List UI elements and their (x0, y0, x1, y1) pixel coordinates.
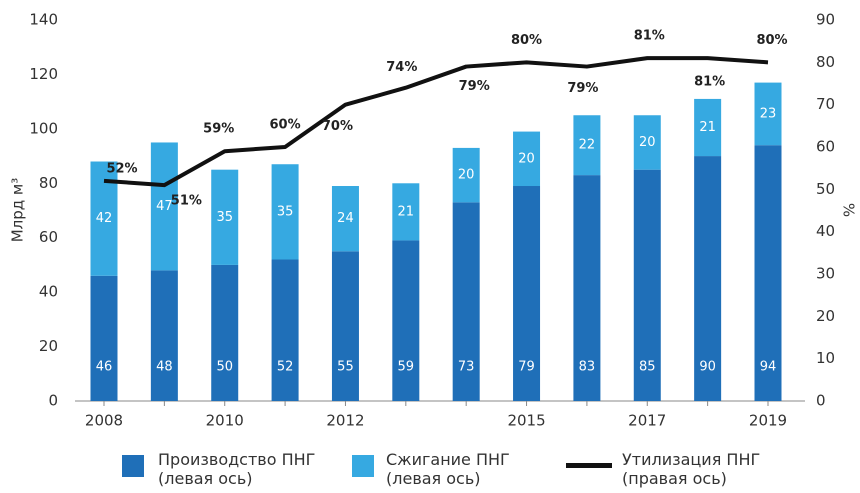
y2-axis-title: % (840, 203, 858, 217)
y-tick-label: 120 (29, 65, 58, 83)
x-tick-label: 2019 (749, 412, 787, 430)
line-label: 80% (756, 33, 787, 48)
data-label: 35 (277, 204, 294, 219)
bar-segment (694, 156, 722, 401)
legend-label: Сжигание ПНГ (левая ось) (386, 450, 510, 488)
data-label: 90 (699, 360, 716, 375)
bar-segment (694, 98, 722, 157)
data-label: 21 (699, 120, 716, 135)
legend-label: Производство ПНГ (левая ось) (158, 450, 316, 488)
data-label: 20 (458, 168, 475, 183)
data-label: 21 (398, 204, 415, 219)
bar-segment (452, 147, 480, 203)
data-label: 35 (216, 210, 233, 225)
data-label: 94 (760, 360, 777, 375)
data-label: 20 (518, 151, 535, 166)
y2-tick-label: 0 (816, 392, 826, 410)
data-label: 22 (579, 138, 596, 153)
line-label: 79% (567, 81, 598, 96)
line-label: 60% (270, 118, 301, 133)
y2-tick-label: 40 (816, 222, 835, 240)
data-label: 59 (398, 360, 415, 375)
data-label: 23 (760, 106, 777, 121)
bar-segment (513, 131, 541, 187)
line-label: 74% (386, 60, 417, 75)
line-label: 79% (459, 79, 490, 94)
x-tick-label: 2015 (507, 412, 545, 430)
x-tick-label: 2008 (85, 412, 123, 430)
y-tick-label: 0 (48, 392, 58, 410)
x-tick-label: 2017 (628, 412, 666, 430)
legend-label: Утилизация ПНГ (правая ось) (622, 450, 761, 488)
y-tick-label: 80 (39, 174, 58, 192)
bar-segment (90, 275, 118, 401)
y2-tick-label: 70 (816, 95, 835, 113)
y2-tick-label: 50 (816, 180, 835, 198)
bar-segment (331, 186, 359, 252)
data-label: 73 (458, 360, 475, 375)
y2-tick-label: 80 (816, 53, 835, 71)
bar-segment (573, 115, 601, 176)
data-label: 24 (337, 211, 354, 226)
data-label: 55 (337, 360, 354, 375)
y-axis-title: Млрд м³ (9, 178, 27, 243)
bar-segment (452, 202, 480, 401)
data-label: 50 (216, 360, 233, 375)
bar-segment (392, 240, 420, 401)
line-label: 52% (106, 161, 137, 176)
y2-tick-label: 90 (816, 11, 835, 29)
bar-segment (331, 251, 359, 401)
line-label: 81% (634, 29, 665, 44)
data-label: 52 (277, 360, 294, 375)
y2-tick-label: 10 (816, 349, 835, 367)
bar-segment (573, 175, 601, 401)
bar-segment (633, 169, 661, 401)
data-label: 85 (639, 360, 656, 375)
y-tick-label: 100 (29, 119, 58, 137)
y-tick-label: 60 (39, 228, 58, 246)
data-label: 83 (579, 360, 596, 375)
bar-segment (633, 115, 661, 170)
data-label: 46 (96, 360, 113, 375)
x-tick-label: 2010 (206, 412, 244, 430)
data-label: 79 (518, 360, 535, 375)
line-label: 81% (694, 75, 725, 90)
bar-segment (150, 270, 178, 401)
legend-swatch (566, 463, 612, 468)
legend-swatch (352, 455, 374, 477)
bar-segment (211, 169, 239, 265)
line-label: 70% (322, 119, 353, 134)
chart: Млрд м³ % 0 20 40 60 80 100 120 140 0 10 20 30 40 50 6… (9, 11, 858, 430)
bar-segment (754, 82, 782, 146)
x-tick-label: 2012 (326, 412, 364, 430)
y2-tick-label: 20 (816, 307, 835, 325)
line-label: 59% (203, 122, 234, 137)
data-label: 20 (639, 135, 656, 150)
data-label: 47 (156, 199, 173, 214)
bar-segment (271, 259, 299, 401)
bar-segment (392, 183, 420, 241)
line-label: 51% (171, 194, 202, 209)
y2-tick-label: 60 (816, 138, 835, 156)
data-label: 48 (156, 360, 173, 375)
y-tick-label: 40 (39, 283, 58, 301)
bar-segment (150, 142, 178, 271)
bar-segment (513, 186, 541, 401)
line-label: 80% (511, 33, 542, 48)
data-label: 42 (96, 211, 113, 226)
y2-tick-label: 30 (816, 265, 835, 283)
legend-swatch (122, 455, 144, 477)
line-series (103, 56, 769, 188)
bar-segment (211, 264, 239, 401)
y-tick-label: 20 (39, 337, 58, 355)
bar-segment (754, 145, 782, 401)
y-tick-label: 140 (29, 11, 58, 29)
bar-segment (271, 164, 299, 260)
